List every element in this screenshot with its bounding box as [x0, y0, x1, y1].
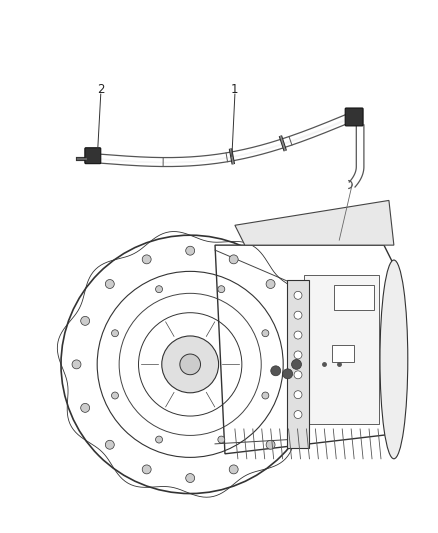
Circle shape	[294, 391, 302, 399]
Circle shape	[186, 474, 194, 482]
Circle shape	[262, 330, 269, 337]
Circle shape	[105, 440, 114, 449]
Circle shape	[300, 360, 308, 369]
Circle shape	[294, 292, 302, 300]
Circle shape	[142, 465, 151, 474]
Circle shape	[218, 436, 225, 443]
Circle shape	[294, 311, 302, 319]
Bar	[334, 285, 374, 310]
Circle shape	[81, 317, 90, 325]
Circle shape	[72, 360, 81, 369]
Bar	[304, 275, 379, 424]
Circle shape	[229, 255, 238, 264]
Circle shape	[142, 255, 151, 264]
Circle shape	[180, 354, 201, 375]
FancyBboxPatch shape	[345, 108, 363, 126]
Circle shape	[294, 351, 302, 359]
FancyBboxPatch shape	[85, 148, 101, 164]
Circle shape	[291, 317, 300, 325]
Polygon shape	[235, 200, 394, 245]
Circle shape	[283, 369, 293, 379]
Polygon shape	[215, 245, 394, 454]
Circle shape	[81, 403, 90, 413]
Circle shape	[294, 371, 302, 379]
Circle shape	[271, 366, 281, 376]
Text: 2: 2	[97, 83, 105, 95]
Circle shape	[262, 392, 269, 399]
Circle shape	[292, 359, 301, 369]
Circle shape	[112, 330, 118, 337]
Bar	[287, 280, 309, 448]
Circle shape	[186, 246, 194, 255]
Circle shape	[266, 440, 275, 449]
Ellipse shape	[61, 235, 319, 494]
Circle shape	[294, 410, 302, 418]
Circle shape	[155, 436, 162, 443]
Circle shape	[294, 331, 302, 339]
Circle shape	[105, 279, 114, 288]
Circle shape	[162, 336, 219, 393]
Circle shape	[155, 286, 162, 293]
Circle shape	[218, 286, 225, 293]
Bar	[332, 344, 354, 362]
Text: 1: 1	[231, 83, 239, 95]
Circle shape	[266, 279, 275, 288]
Circle shape	[112, 392, 118, 399]
Circle shape	[229, 465, 238, 474]
Ellipse shape	[380, 260, 408, 459]
Circle shape	[291, 403, 300, 413]
